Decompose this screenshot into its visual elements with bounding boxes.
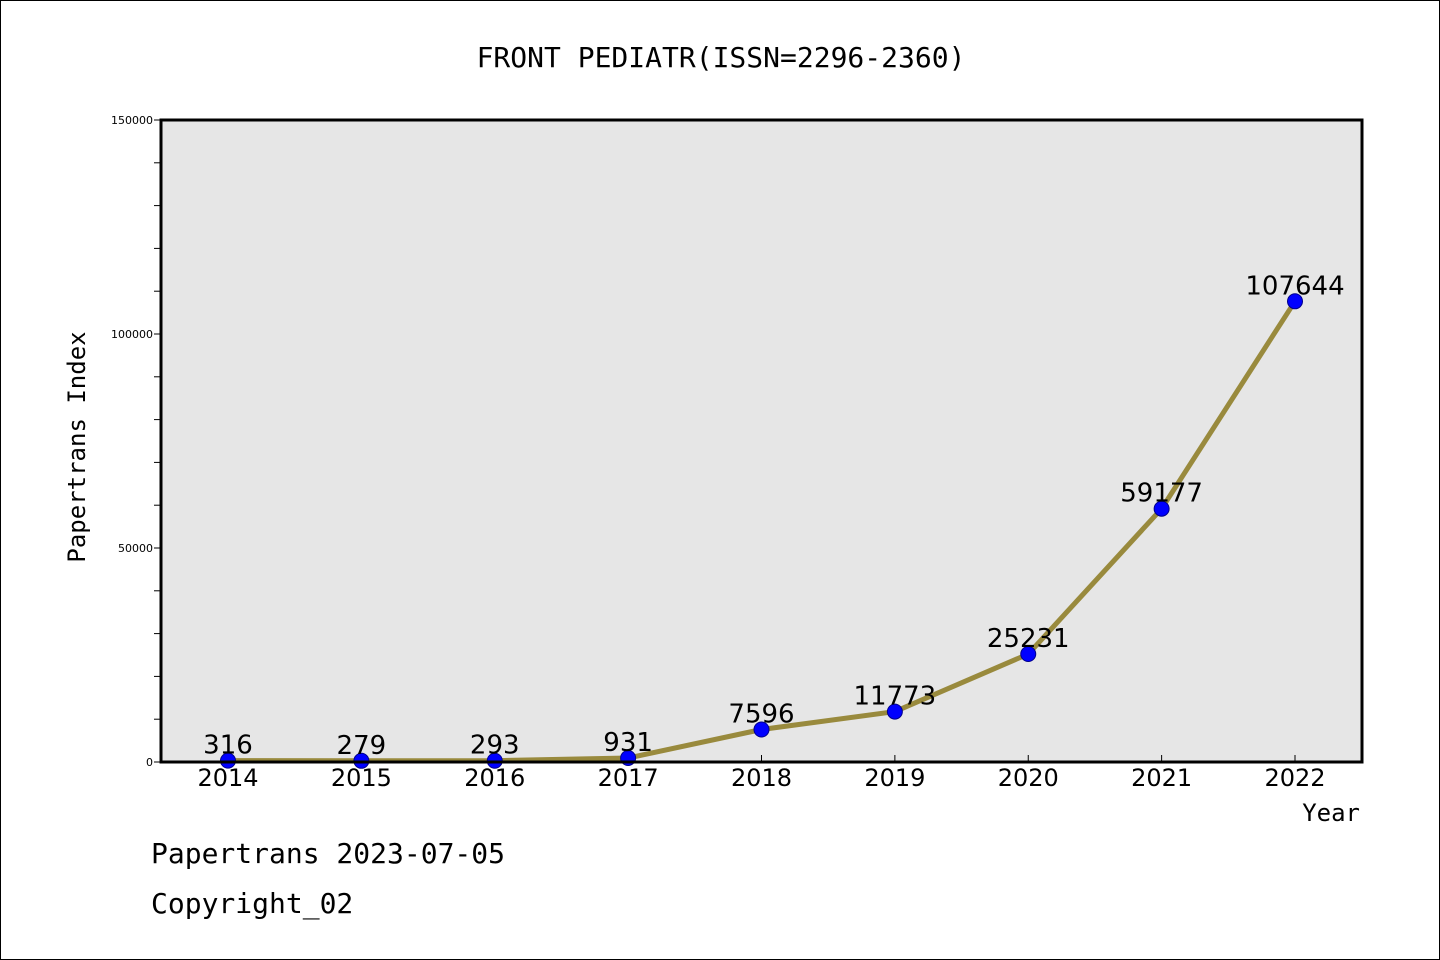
data-point-marker bbox=[886, 703, 903, 720]
y-tick-label: 50000 bbox=[118, 542, 153, 555]
data-label: 25231 bbox=[987, 624, 1070, 654]
data-point-marker bbox=[753, 721, 770, 738]
data-label: 7596 bbox=[728, 699, 794, 729]
data-label: 107644 bbox=[1245, 271, 1344, 301]
x-tick-label: 2019 bbox=[864, 764, 925, 792]
y-axis-label: Papertrans Index bbox=[63, 331, 91, 562]
footer-copyright: Copyright_02 bbox=[151, 887, 354, 920]
plot-border bbox=[159, 118, 1364, 764]
y-tick-label: 100000 bbox=[111, 328, 153, 341]
x-tick-label: 2018 bbox=[731, 764, 792, 792]
data-point-marker bbox=[1287, 293, 1303, 310]
plot-area bbox=[161, 120, 1362, 762]
data-point-marker bbox=[1020, 646, 1037, 663]
x-axis-ticks: 2014 2015 2016 2017 2018 2019 2020 2021 2022 bbox=[197, 755, 1326, 792]
x-tick-label: 2014 bbox=[197, 764, 258, 792]
x-tick-label: 2022 bbox=[1264, 764, 1325, 792]
chart-title: FRONT PEDIATR(ISSN=2296-2360) bbox=[477, 41, 966, 74]
y-tick-label: 0 bbox=[146, 756, 153, 769]
x-tick-label: 2017 bbox=[598, 764, 659, 792]
data-label: 279 bbox=[337, 731, 387, 761]
y-tick-label: 150000 bbox=[111, 114, 153, 127]
x-axis-label: Year bbox=[1302, 799, 1360, 827]
data-label: 931 bbox=[603, 728, 653, 758]
data-label: 11773 bbox=[854, 682, 937, 712]
data-point-marker bbox=[1153, 500, 1170, 517]
footer-date: Papertrans 2023-07-05 bbox=[151, 837, 506, 870]
x-tick-label: 2021 bbox=[1131, 764, 1192, 792]
data-label: 59177 bbox=[1120, 479, 1203, 509]
data-label: 316 bbox=[203, 731, 253, 761]
data-label: 293 bbox=[470, 731, 520, 761]
y-axis-ticks: 0 50000 100000 150000 bbox=[111, 114, 161, 769]
x-tick-label: 2020 bbox=[998, 764, 1059, 792]
